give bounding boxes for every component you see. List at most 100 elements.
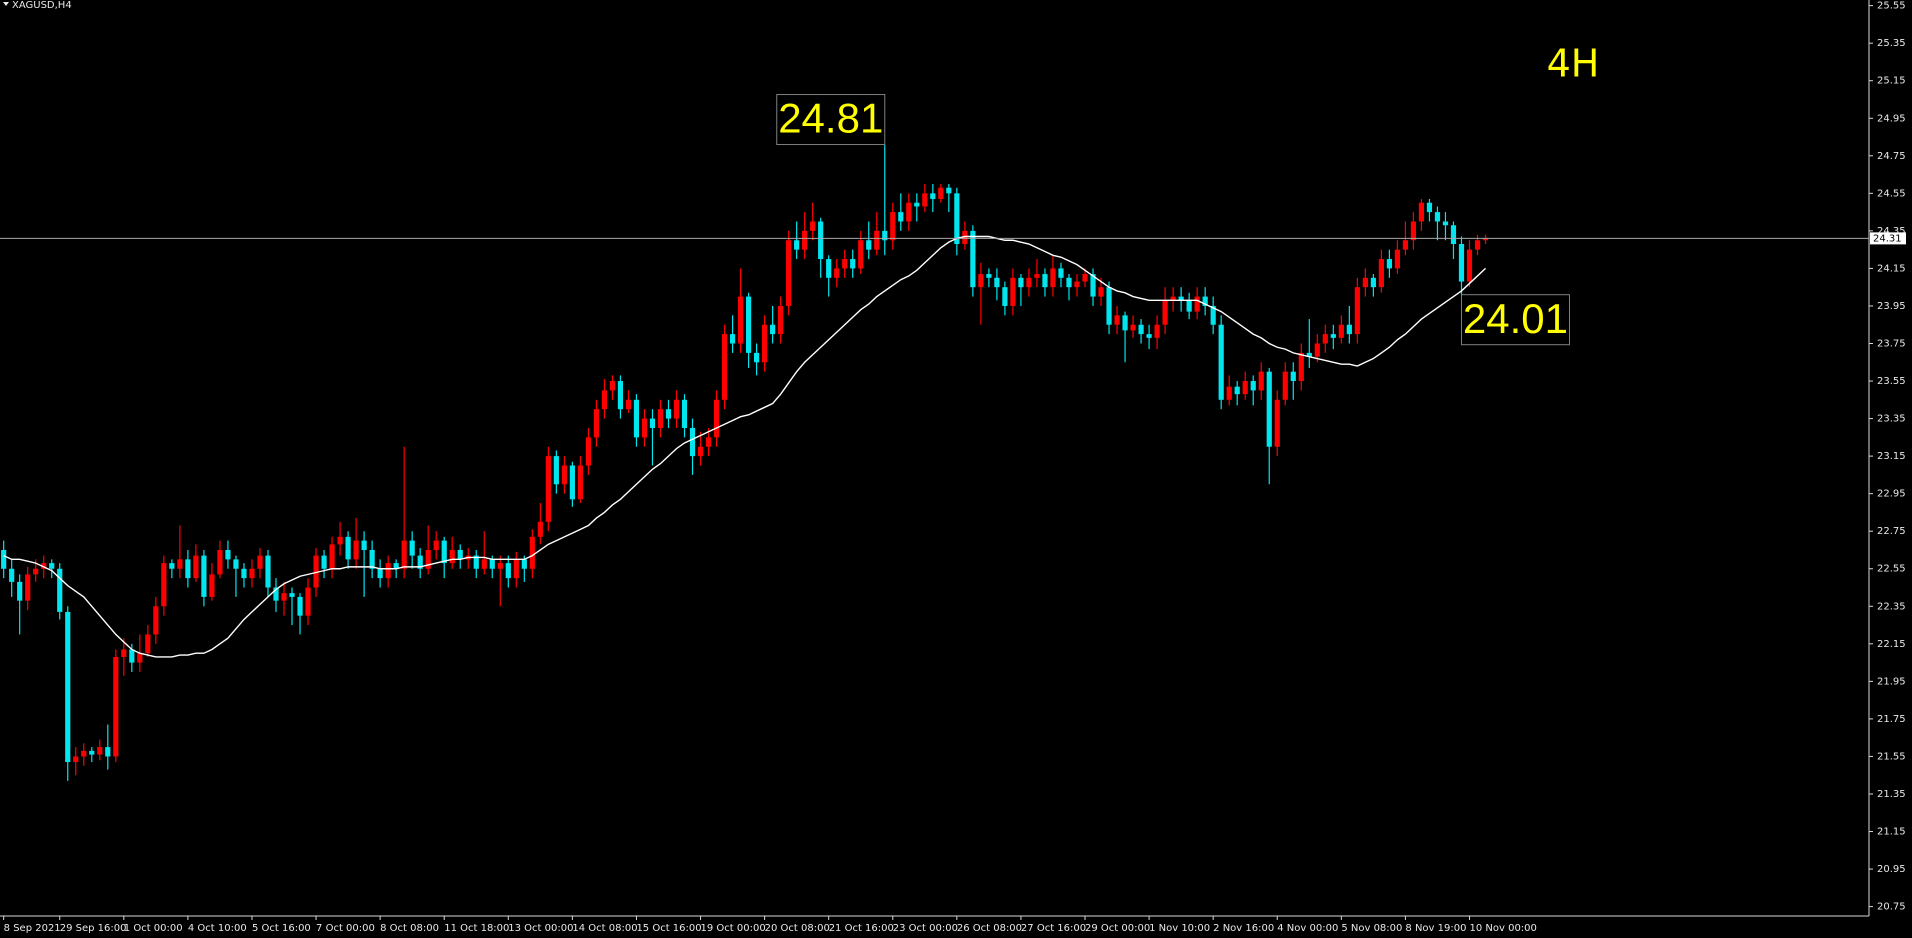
y-tick-label: 22.35 [1877, 601, 1906, 612]
candle-body [289, 593, 295, 597]
candle-body [1218, 324, 1224, 400]
candle-body [225, 549, 231, 560]
candle-body [1186, 300, 1192, 312]
x-tick-label: 15 Oct 16:00 [636, 923, 701, 934]
symbol-title: XAGUSD,H4 [12, 0, 72, 11]
candle-body [962, 230, 968, 245]
x-tick-label: 4 Oct 10:00 [188, 923, 247, 934]
candle-body [49, 563, 55, 569]
candle-body [1442, 221, 1449, 226]
price-annotation-box [776, 94, 886, 146]
y-tick-label: 21.35 [1877, 789, 1906, 800]
candle-body [577, 465, 583, 500]
candle-body [1002, 287, 1008, 306]
candle-body [25, 574, 31, 601]
candle-body [850, 259, 856, 269]
candle-body [201, 555, 207, 597]
candle-body [505, 563, 511, 579]
candle-body [882, 230, 888, 241]
candle-body [1098, 287, 1104, 297]
candle-body [1122, 315, 1128, 331]
candle-body [633, 399, 640, 438]
candle-body [1338, 324, 1344, 338]
candle-body [1026, 277, 1032, 288]
candle-body [1058, 268, 1064, 278]
candle-body [874, 230, 880, 250]
candle-body [729, 334, 736, 344]
candle-body [1322, 334, 1328, 344]
candle-body [473, 555, 479, 569]
candle-body [1290, 371, 1296, 382]
y-tick-label: 24.55 [1877, 188, 1906, 199]
last-price-label: 24.31 [1873, 233, 1902, 244]
x-tick-label: 11 Oct 18:00 [444, 923, 509, 934]
candle-body [697, 446, 704, 457]
candle-body [1362, 277, 1368, 288]
candle-body [377, 568, 383, 579]
candle-body [1378, 259, 1384, 288]
x-tick-label: 2 Nov 16:00 [1213, 923, 1274, 934]
candle-body [745, 296, 752, 353]
y-tick-label: 22.55 [1877, 564, 1906, 575]
x-tick-label: 1 Nov 10:00 [1149, 923, 1210, 934]
candle-body [1298, 352, 1304, 382]
y-tick-label: 21.75 [1877, 714, 1906, 725]
y-tick-label: 21.95 [1877, 676, 1906, 687]
candle-body [713, 399, 720, 438]
candle-body [657, 409, 664, 428]
x-tick-label: 27 Oct 16:00 [1021, 923, 1086, 934]
candle-body [922, 193, 928, 207]
x-tick-label: 1 Oct 00:00 [124, 923, 183, 934]
x-tick-label: 8 Nov 19:00 [1405, 923, 1466, 934]
candle-body [1146, 334, 1152, 338]
candle-body [1050, 268, 1056, 288]
x-tick-label: 5 Oct 16:00 [252, 923, 311, 934]
candle-body [425, 549, 431, 569]
price-annotation: 24.01 [1463, 295, 1568, 342]
candle-body [129, 649, 135, 663]
y-tick-label: 21.55 [1877, 751, 1906, 762]
candle-body [409, 540, 415, 556]
price-annotation: 24.81 [778, 95, 883, 142]
y-tick-label: 22.95 [1877, 489, 1906, 500]
candle-body [609, 381, 616, 391]
candle-body [1402, 240, 1409, 250]
candle-body [161, 563, 167, 607]
candle-body [545, 456, 551, 522]
candle-body [1418, 202, 1425, 222]
candle-body [1426, 202, 1433, 213]
candle-body [1034, 274, 1040, 278]
candle-body [890, 212, 896, 241]
candle-body [954, 193, 960, 245]
candle-body [1170, 296, 1176, 301]
candle-body [1434, 212, 1441, 222]
candle-body [930, 193, 936, 199]
candle-body [553, 456, 559, 485]
candle-body [689, 427, 696, 457]
y-tick-label: 24.75 [1877, 151, 1906, 162]
candle-body [1482, 238, 1489, 241]
candle-body [1194, 296, 1200, 312]
candle-body [1074, 281, 1080, 288]
candle-body [1346, 324, 1352, 335]
y-tick-label: 22.75 [1877, 526, 1906, 537]
candle-body [834, 268, 840, 278]
candle-body [369, 549, 375, 569]
candle-body [1178, 296, 1184, 301]
candle-body [1354, 287, 1360, 335]
candle-body [786, 240, 792, 306]
y-tick-label: 20.75 [1877, 902, 1906, 913]
x-tick-label: 20 Oct 08:00 [765, 923, 830, 934]
candle-body [321, 555, 327, 569]
candle-body [185, 559, 191, 579]
symbol-menu-arrow[interactable] [3, 2, 9, 6]
candle-body [17, 581, 23, 601]
y-tick-label: 25.55 [1877, 1, 1906, 12]
candle-body [209, 574, 215, 597]
candle-body [649, 418, 656, 428]
candle-body [281, 593, 287, 601]
candle-body [217, 549, 223, 575]
candle-body [345, 536, 351, 560]
candle-body [9, 568, 15, 582]
candle-body [497, 563, 503, 569]
